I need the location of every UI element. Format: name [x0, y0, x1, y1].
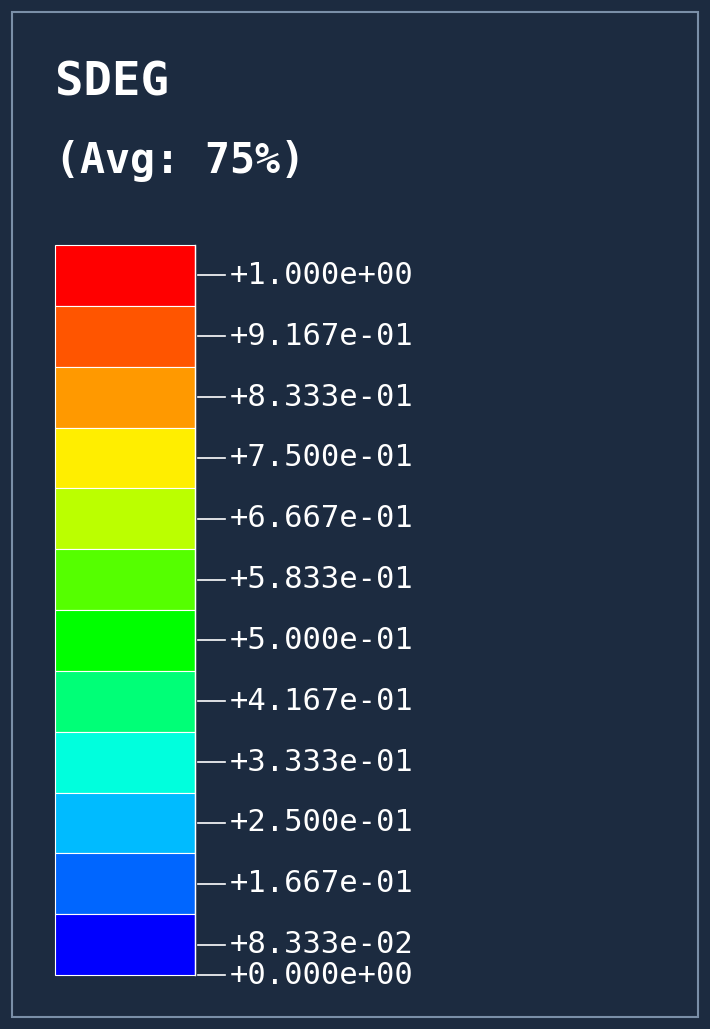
Text: +5.833e-01: +5.833e-01	[230, 565, 414, 594]
Bar	[55, 549, 195, 610]
Bar	[55, 671, 195, 732]
Text: +8.333e-01: +8.333e-01	[230, 383, 414, 412]
Text: +1.667e-01: +1.667e-01	[230, 870, 414, 898]
Bar	[55, 489, 195, 549]
Text: +1.000e+00: +1.000e+00	[230, 261, 414, 290]
Text: SDEG: SDEG	[55, 60, 169, 105]
Text: (Avg: 75%): (Avg: 75%)	[55, 140, 305, 182]
Bar	[55, 610, 195, 671]
Bar	[55, 427, 195, 489]
Bar	[55, 366, 195, 427]
Text: +2.500e-01: +2.500e-01	[230, 809, 414, 838]
Text: +6.667e-01: +6.667e-01	[230, 504, 414, 533]
Text: +7.500e-01: +7.500e-01	[230, 443, 414, 472]
Text: +5.000e-01: +5.000e-01	[230, 626, 414, 654]
Text: +4.167e-01: +4.167e-01	[230, 686, 414, 716]
Bar	[55, 914, 195, 975]
Bar	[55, 245, 195, 306]
Text: +8.333e-02: +8.333e-02	[230, 930, 414, 959]
Bar	[55, 732, 195, 792]
Text: +9.167e-01: +9.167e-01	[230, 322, 414, 351]
Bar	[55, 792, 195, 853]
Bar	[55, 306, 195, 366]
Text: +3.333e-01: +3.333e-01	[230, 748, 414, 777]
Bar	[55, 853, 195, 914]
Text: +0.000e+00: +0.000e+00	[230, 960, 414, 990]
